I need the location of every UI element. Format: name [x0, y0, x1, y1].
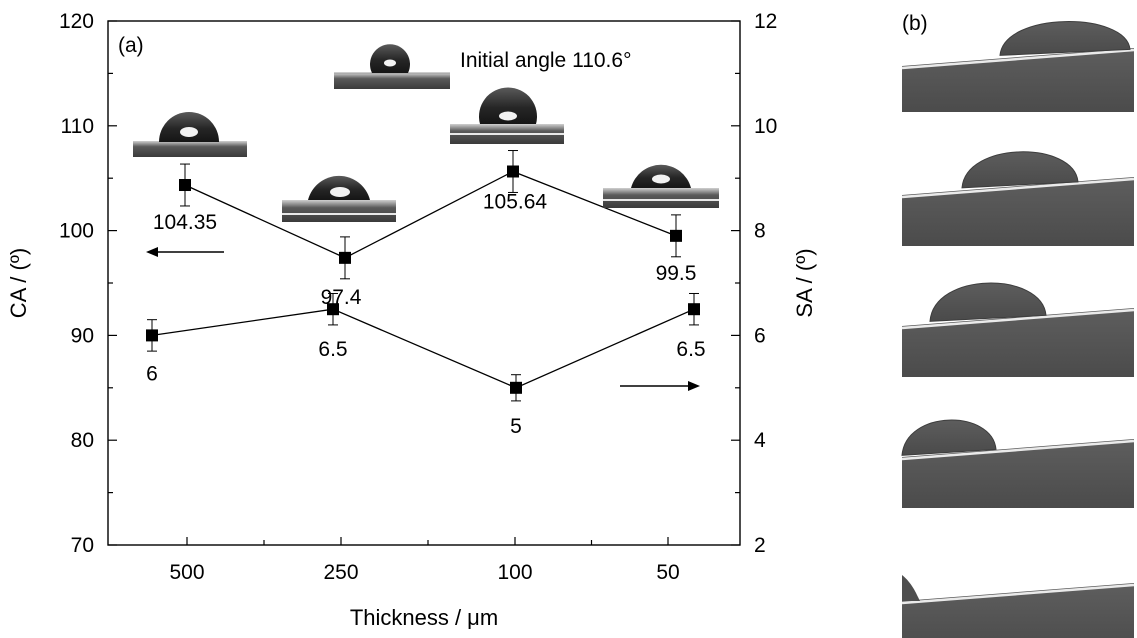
- photo-droplet: [902, 575, 920, 601]
- x-tick-label: 50: [656, 561, 679, 584]
- panel-a-label: (a): [118, 34, 144, 57]
- x-tick-label: 500: [169, 561, 204, 584]
- data-label: 97.4: [321, 286, 362, 309]
- photo-droplet: [961, 151, 1079, 189]
- sliding-photo-frame: [901, 547, 1135, 638]
- plot-frame: [107, 20, 741, 546]
- droplet-photo-initial: [334, 44, 450, 89]
- photo-droplet: [901, 419, 997, 456]
- right-tick-label: 12: [754, 10, 777, 33]
- data-label: 6.5: [676, 338, 705, 361]
- sliding-photo-frame: [901, 21, 1135, 112]
- series-group: [146, 150, 700, 402]
- photo-droplet: [929, 282, 1047, 322]
- data-point: [179, 179, 191, 192]
- initial-angle-note: Initial angle 110.6°: [460, 49, 631, 72]
- photo-substrate: [902, 583, 1134, 638]
- photo-surface-line: [901, 308, 1135, 330]
- droplet-photo-100: [450, 87, 564, 144]
- left-tick-label: 110: [61, 115, 94, 138]
- data-point: [339, 251, 351, 264]
- droplet-photo-50: [603, 164, 719, 208]
- right-axis-ticks: 2 4 6 8 10 12: [731, 10, 777, 557]
- data-point: [688, 303, 700, 316]
- photo-surface-line: [901, 439, 1135, 461]
- right-tick-label: 6: [754, 324, 766, 347]
- left-tick-label: 70: [71, 534, 94, 557]
- data-label: 104.35: [153, 211, 217, 234]
- data-label: 6: [146, 362, 158, 385]
- photo-surface-line: [901, 48, 1135, 70]
- sliding-photo-frame: [901, 403, 1135, 508]
- sliding-photo-sequence: [901, 21, 1135, 638]
- panel-b-label: (b): [902, 12, 928, 35]
- right-axis-title: SA / (º): [792, 248, 817, 317]
- left-tick-label: 120: [59, 10, 94, 33]
- sa-axis-arrow: [620, 381, 700, 391]
- right-tick-label: 8: [754, 220, 766, 243]
- left-tick-label: 80: [71, 429, 94, 452]
- plot-area: 70 80 90 100 110 120 2 4 6 8 10 12 500 250 100 50 104…: [59, 10, 777, 584]
- left-axis-title: CA / (º): [6, 248, 31, 318]
- data-point: [510, 381, 522, 394]
- data-label: 5: [510, 415, 522, 438]
- data-label: 105.64: [483, 190, 548, 213]
- data-point: [327, 303, 339, 316]
- droplet-photo-500: [133, 112, 247, 157]
- series-line: [151, 308, 695, 389]
- left-tick-label: 90: [71, 324, 94, 347]
- data-point: [146, 329, 158, 342]
- x-tick-label: 100: [497, 561, 532, 584]
- x-tick-label: 250: [323, 561, 358, 584]
- photo-substrate: [902, 439, 1134, 508]
- right-tick-label: 2: [754, 534, 766, 557]
- x-axis-ticks: 500 250 100 50: [169, 537, 680, 584]
- right-tick-label: 10: [754, 115, 777, 138]
- series-line: [184, 170, 677, 259]
- left-tick-label: 100: [59, 220, 94, 243]
- photo-substrate: [902, 308, 1134, 377]
- data-point: [507, 165, 519, 178]
- photo-droplet: [999, 21, 1131, 56]
- droplet-photo-250: [282, 175, 396, 222]
- photo-surface-line: [901, 177, 1135, 199]
- photo-substrate: [902, 177, 1134, 246]
- photo-surface-line: [901, 583, 1135, 605]
- right-tick-label: 4: [754, 429, 766, 452]
- sliding-photo-frame: [901, 272, 1135, 377]
- data-point: [670, 229, 682, 242]
- data-labels-group: 104.35 97.4 105.64 99.5 6 6.5 5 6.5: [146, 190, 705, 437]
- left-axis-ticks: 70 80 90 100 110 120: [59, 10, 117, 557]
- x-axis-title: Thickness / μm: [350, 605, 498, 630]
- data-label: 6.5: [318, 338, 347, 361]
- data-label: 99.5: [656, 262, 697, 285]
- sliding-photo-frame: [901, 141, 1135, 246]
- ca-axis-arrow: [146, 247, 224, 257]
